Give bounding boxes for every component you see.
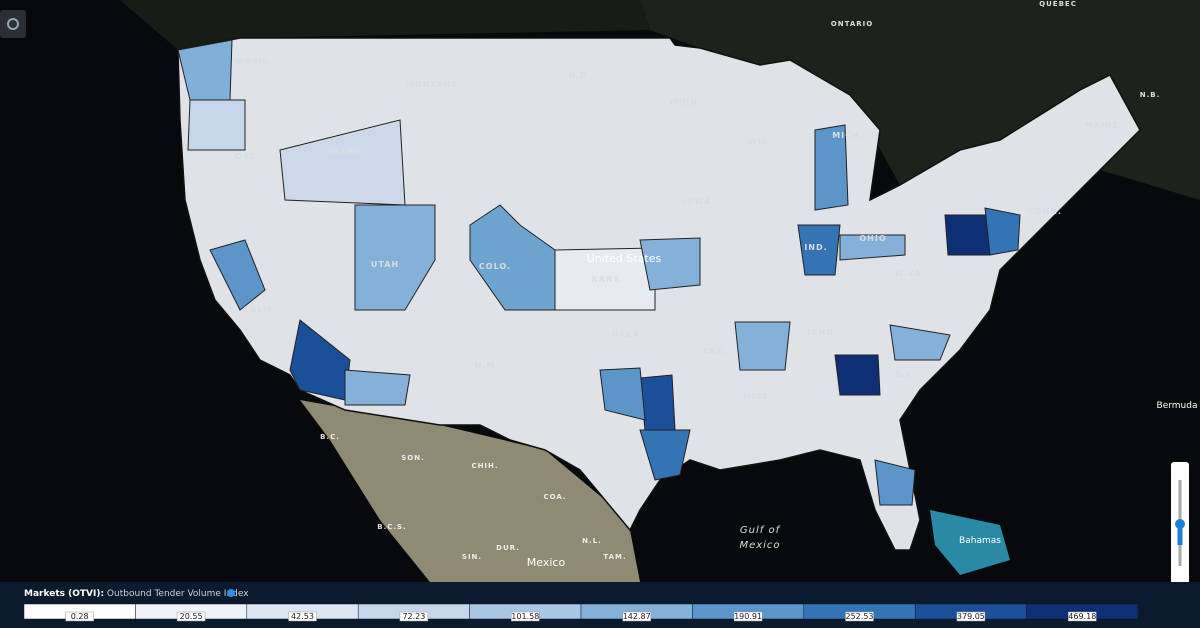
map-label: SON.: [401, 454, 425, 462]
map-label: OHIO: [859, 234, 886, 243]
map-label: IND.: [804, 243, 827, 252]
place-label: Bermuda: [1157, 401, 1198, 411]
legend-label: 72.23: [402, 612, 425, 621]
legend-label-box: [511, 611, 540, 622]
market-regions: [177, 39, 1021, 506]
legend-label-box: [65, 611, 94, 622]
map-label: MONTANA: [406, 80, 458, 89]
map-label: W.VA.: [894, 269, 925, 278]
map-label: UTAH: [371, 260, 399, 269]
map-label: TAM.: [603, 553, 626, 561]
map-label: N.B.: [1140, 91, 1161, 99]
map-label: ORE.: [235, 152, 260, 161]
legend-label-box: [176, 611, 206, 622]
map-label: N.D.: [568, 71, 591, 80]
map-label: MINN.: [670, 98, 702, 107]
zoom-handle[interactable]: [1175, 519, 1185, 529]
country-label: Mexico: [527, 556, 566, 569]
place-label: Bahamas: [959, 536, 1001, 546]
legend-title-key: Markets (OTVI):: [24, 589, 104, 599]
legend-label: 469.18: [1068, 612, 1096, 621]
map-label: QUÉBEC: [1039, 0, 1077, 8]
map-label: MICH.: [832, 131, 864, 140]
legend-label: 101.58: [511, 612, 539, 621]
map-label: IOWA: [683, 197, 711, 206]
settings-icon: [7, 18, 19, 30]
bahamas-shoals: [930, 510, 1010, 575]
legend-label: 379.05: [957, 612, 985, 621]
map-label: SIN.: [462, 553, 482, 561]
settings-button[interactable]: [0, 10, 26, 38]
map-label: WASH.: [235, 57, 270, 66]
map-label: ONTARIO: [831, 20, 873, 28]
water-label: Mexico: [739, 540, 780, 551]
map-label: DUR.: [496, 544, 520, 552]
map-label: N.M.: [475, 361, 500, 370]
legend-subtitle: Outbound Tender Volume Index: [107, 589, 249, 599]
legend-label-box: [845, 611, 874, 622]
map-label: COLO.: [479, 262, 511, 271]
country-label: United States: [587, 252, 662, 265]
map-label: B.C.: [320, 433, 340, 441]
water-label: Gulf of: [740, 525, 781, 536]
legend-label-box: [1068, 611, 1097, 622]
legend-label: 252.53: [846, 612, 874, 621]
legend-label-box: [399, 611, 429, 622]
map-label: B.C.S.: [377, 523, 407, 531]
map-label: S.C.: [895, 370, 917, 379]
map-label: CHIH.: [471, 462, 498, 470]
map-label: IDAHO: [328, 147, 362, 156]
legend-scale: 0.28 20.55 42.53 72.23 101.58 142.87 190.91 252…: [23, 603, 1139, 622]
info-icon[interactable]: [227, 589, 235, 597]
us-markets: [177, 37, 1141, 551]
legend-label-box: [622, 611, 651, 622]
map-label: MISS.: [743, 392, 773, 401]
map-label: WIS.: [748, 137, 773, 146]
map-label: CALIF.: [243, 305, 276, 314]
legend-label-box: [956, 611, 986, 622]
map-label: TENN.: [806, 328, 838, 337]
map-label: KANS.: [592, 275, 625, 284]
legend-title: Markets (OTVI): Outbound Tender Volume I…: [24, 589, 249, 599]
legend-label: 20.55: [180, 612, 203, 621]
legend-label-box: [733, 611, 763, 622]
map-label: N.L.: [582, 537, 602, 545]
map-label: ARK.: [702, 347, 728, 356]
mexico-land: [300, 400, 640, 582]
map-label: MAINE: [1085, 121, 1119, 130]
legend-label-box: [288, 611, 317, 622]
map-label: OKLA.: [612, 330, 644, 339]
map-label: CONN.: [1028, 207, 1062, 216]
legend-label: 142.87: [623, 612, 651, 621]
legend-label: 0.28: [71, 612, 89, 621]
map-label: COA.: [543, 493, 566, 501]
legend-label: 42.53: [291, 612, 314, 621]
legend-label: 190.91: [734, 612, 762, 621]
